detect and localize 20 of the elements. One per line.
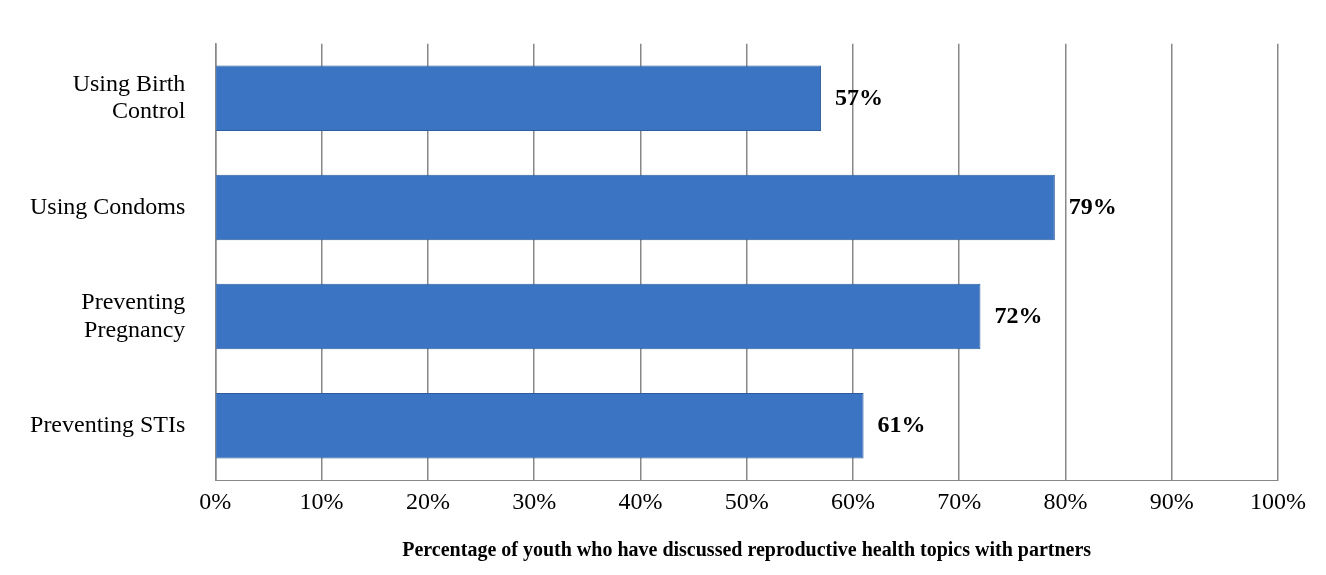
- y-tick-label: Preventing Pregnancy: [81, 288, 186, 342]
- x-tick-label: 0%: [199, 487, 232, 514]
- data-label: 57%: [835, 83, 884, 110]
- x-tick-label: 30%: [512, 487, 557, 514]
- x-tick-label: 70%: [937, 487, 982, 514]
- x-tick-label: 100%: [1250, 487, 1306, 514]
- x-tick-label: 10%: [299, 487, 344, 514]
- y-tick-label: Using Birth Control: [72, 69, 186, 124]
- x-tick-label: 40%: [618, 487, 663, 514]
- y-tick-label: Using Condoms: [30, 192, 186, 219]
- data-label: 79%: [1068, 192, 1117, 219]
- data-label: 61%: [877, 410, 926, 437]
- data-label: 72%: [994, 301, 1043, 328]
- x-axis-title: Percentage of youth who have discussed reproductive health topics with partners: [402, 538, 1092, 562]
- x-tick-label: 60%: [830, 487, 875, 514]
- x-tick-label: 50%: [724, 487, 769, 514]
- x-tick-label: 20%: [405, 487, 450, 514]
- x-tick-label: 80%: [1043, 487, 1088, 514]
- x-tick-label: 90%: [1149, 487, 1194, 514]
- y-tick-label: Preventing STIs: [30, 410, 186, 437]
